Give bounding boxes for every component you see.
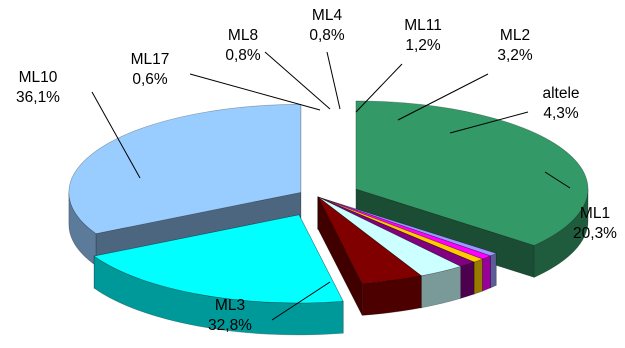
slice-top-ml4 — [317, 196, 484, 263]
slice-label-ml11: ML11 — [404, 17, 442, 34]
slice-value-ml8: 0,8% — [225, 47, 261, 64]
leader-line-ml3 — [271, 281, 331, 321]
slice-label-ml3: ML3 — [215, 297, 245, 314]
slice-top-ml3 — [68, 104, 302, 234]
slice-label-ml1: ML1 — [580, 205, 610, 222]
slice-side-ml8 — [482, 255, 491, 292]
leader-line-ml2 — [397, 73, 489, 121]
slice-value-ml10: 36,1% — [16, 89, 60, 106]
slice-top-ml8 — [317, 196, 492, 260]
leader-line-ml8 — [264, 51, 331, 110]
slice-value-ml2: 3,2% — [497, 47, 533, 64]
slice-label-ml2: ML2 — [500, 27, 530, 44]
slice-top-ml10 — [355, 100, 589, 246]
slice-top-altele — [317, 196, 422, 284]
slice-value-ml1: 20,3% — [573, 225, 617, 242]
slice-label-ml10: ML10 — [19, 69, 58, 86]
slice-label-ml4: ML4 — [312, 7, 343, 24]
leader-line-ml4 — [326, 51, 341, 110]
slice-value-ml3: 32,8% — [208, 317, 252, 334]
slice-value-altele: 4,3% — [543, 105, 579, 122]
slice-value-ml17: 0,6% — [132, 71, 168, 88]
slice-side-ml11 — [460, 261, 475, 299]
slice-top-ml1 — [93, 214, 344, 304]
leader-line-ml10 — [91, 91, 141, 179]
slice-value-ml4: 0,8% — [309, 27, 345, 44]
slice-top-ml11 — [317, 196, 475, 267]
leader-line-altele — [449, 111, 529, 134]
slice-label-ml8: ML8 — [228, 27, 258, 44]
slice-label-altele: altele — [542, 85, 579, 102]
slice-side-ml4 — [473, 258, 483, 295]
leader-line-ml11 — [355, 63, 403, 113]
leader-line-ml17 — [189, 73, 321, 111]
slice-ml1 — [93, 214, 344, 336]
slice-altele — [317, 196, 422, 316]
slice-side-ml17 — [490, 252, 497, 289]
slice-top-ml17 — [317, 196, 497, 257]
slice-value-ml11: 1,2% — [405, 37, 441, 54]
slice-top-ml2 — [317, 196, 462, 277]
leader-line-ml1 — [544, 171, 571, 189]
slice-label-ml17: ML17 — [131, 51, 170, 68]
